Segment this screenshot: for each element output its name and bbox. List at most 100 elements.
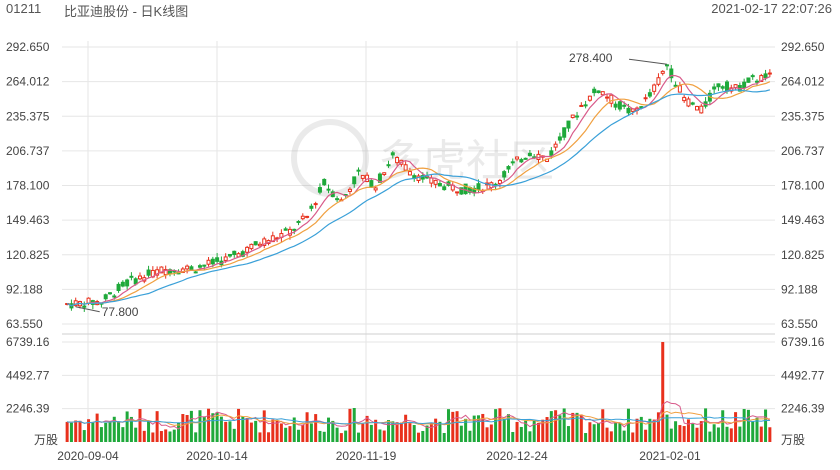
candle-body [223, 256, 228, 261]
candle-body [656, 77, 661, 85]
volume-bar [558, 415, 562, 442]
price-tick-left: 149.463 [6, 213, 50, 227]
candle-body [292, 228, 297, 231]
candle-body [686, 98, 691, 107]
volume-bar [365, 415, 369, 442]
candle-body [476, 183, 481, 191]
volume-bar [378, 429, 382, 442]
volume-bar [725, 426, 729, 442]
volume-bar [584, 433, 588, 442]
volume-bar [442, 433, 446, 442]
volume-bar [314, 414, 318, 442]
volume-bar [87, 419, 91, 442]
volume-bar [524, 420, 528, 442]
price-tick-right: 92.188 [781, 282, 818, 296]
volume-bar [258, 432, 262, 442]
volume-bar [181, 414, 185, 442]
volume-bar [669, 428, 673, 442]
volume-bar [292, 417, 296, 442]
candle-body [253, 241, 258, 246]
volume-bar [361, 423, 365, 442]
candle-body [249, 243, 254, 250]
volume-bar [288, 426, 292, 442]
candle-body [755, 80, 760, 83]
volume-bar [708, 431, 712, 442]
volume-bar [639, 416, 643, 442]
candle-body [193, 271, 198, 274]
chart-header: 01211 比亚迪股份 - 日K线图 2021-02-17 22:07:26 [0, 0, 840, 20]
candle-body [437, 183, 442, 187]
volume-bar [348, 408, 352, 442]
volume-bar [99, 427, 103, 442]
volume-bar [327, 417, 331, 442]
volume-bar [211, 413, 215, 442]
volume-bar [194, 432, 198, 442]
volume-bar [284, 427, 288, 442]
volume-bar [502, 419, 506, 442]
volume-bar [571, 412, 575, 442]
volume-bar [489, 424, 493, 442]
candle-body [137, 275, 142, 280]
volume-bar [541, 419, 545, 442]
candle-body [566, 120, 571, 129]
volume-bar [721, 410, 725, 442]
volume-bar [125, 411, 129, 442]
volume-bar [631, 432, 635, 442]
x-tick-label: 2020-10-14 [186, 449, 248, 463]
volume-bar [305, 412, 309, 442]
candle-body [617, 101, 622, 110]
ma20-line [66, 89, 771, 307]
candle-body [373, 187, 378, 191]
candle-body [386, 164, 391, 167]
volume-bar [438, 421, 442, 442]
volume-bar [729, 428, 733, 442]
candle-body [583, 104, 588, 107]
volume-bar [472, 415, 476, 442]
price-tick-left: 120.825 [6, 248, 50, 262]
candle-body [103, 294, 108, 300]
volume-bar [228, 421, 232, 442]
candle-body [262, 238, 267, 246]
volume-bar [249, 422, 253, 442]
candle-body [73, 300, 78, 307]
volume-bar [549, 411, 553, 442]
volume-bar [262, 410, 266, 442]
candle-body [202, 264, 207, 267]
volume-bar [189, 410, 193, 442]
volume-bar [652, 419, 656, 442]
volume-bar [562, 408, 566, 442]
candle-body [309, 205, 314, 209]
volume-bar [159, 431, 163, 442]
candle-body [390, 152, 395, 156]
volume-bar [121, 427, 125, 442]
volume-unit-right: 万股 [781, 433, 805, 447]
volume-bar [764, 409, 768, 442]
candle-body [712, 86, 717, 90]
volume-bar [224, 421, 228, 442]
volume-bar [168, 431, 172, 442]
watermark-logo [291, 119, 369, 197]
volume-bar [768, 427, 772, 442]
volume-bar [232, 428, 236, 442]
volume-bar [357, 432, 361, 442]
volume-bar [117, 422, 121, 442]
candle-body [283, 228, 288, 231]
candle-body [360, 174, 365, 179]
candle-body [159, 266, 164, 274]
volume-bar [142, 430, 146, 442]
volume-bar [215, 412, 219, 442]
candle-body [690, 102, 695, 105]
volume-bar [387, 420, 391, 442]
candle-body [579, 104, 584, 107]
candle-body [759, 75, 764, 82]
volume-bar [532, 420, 536, 442]
volume-bar [245, 417, 249, 442]
volume-bar [451, 411, 455, 442]
candle-body [626, 107, 631, 114]
volume-bar [648, 418, 652, 442]
volume-bar [515, 421, 519, 442]
candle-body [515, 156, 520, 160]
candle-body [652, 84, 657, 92]
volume-bar [177, 422, 181, 442]
volume-bar [691, 423, 695, 442]
